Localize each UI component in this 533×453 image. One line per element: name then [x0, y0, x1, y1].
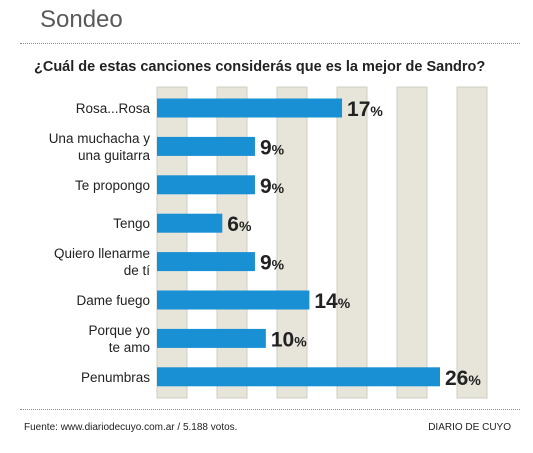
bar — [157, 136, 255, 156]
footer-source: Fuente: www.diariodecuyo.com.ar / 5.188 … — [24, 422, 238, 433]
value-label: 17% — [347, 98, 383, 121]
value-unit: % — [272, 141, 285, 157]
chart-question: ¿Cuál de estas canciones considerás que … — [34, 59, 486, 75]
value-label: 14% — [314, 290, 350, 313]
bar — [157, 213, 223, 233]
bar — [157, 367, 440, 387]
value-label: 26% — [445, 367, 481, 390]
footer-brand: DIARIO DE CUYO — [428, 422, 511, 433]
category-label: Rosa...Rosa — [76, 101, 151, 116]
bar — [157, 252, 255, 272]
value-unit: % — [468, 372, 481, 388]
value-label: 9% — [260, 175, 285, 198]
grid-column — [336, 86, 368, 399]
page-title: Sondeo — [40, 6, 123, 33]
category-label: Una muchacha y — [49, 131, 151, 146]
category-label: Penumbras — [81, 370, 150, 385]
value-label: 9% — [260, 136, 285, 159]
category-label: una guitarra — [78, 148, 151, 163]
value-unit: % — [272, 257, 285, 273]
category-label: de tí — [124, 263, 151, 278]
category-label: Te propongo — [75, 178, 150, 193]
grid-column — [156, 86, 188, 399]
grid-column — [456, 86, 488, 399]
category-label: te amo — [109, 340, 150, 355]
value-unit: % — [272, 180, 285, 196]
grid-column — [396, 86, 428, 399]
bar — [157, 328, 266, 348]
value-unit: % — [370, 103, 383, 119]
bar — [157, 175, 255, 195]
top-divider — [20, 43, 520, 44]
category-label: Porque yo — [88, 323, 150, 338]
value-label: 6% — [227, 213, 252, 236]
value-unit: % — [294, 333, 307, 349]
value-unit: % — [338, 295, 351, 311]
category-label: Quiero llenarme — [54, 246, 150, 261]
value-label: 9% — [260, 252, 285, 275]
category-label: Tengo — [113, 216, 150, 231]
bottom-divider — [20, 409, 520, 410]
category-label: Dame fuego — [76, 293, 150, 308]
grid-column — [276, 86, 308, 399]
bar — [157, 98, 343, 118]
value-label: 10% — [271, 328, 307, 351]
bar — [157, 290, 310, 310]
value-unit: % — [239, 218, 252, 234]
grid-column — [216, 86, 248, 399]
